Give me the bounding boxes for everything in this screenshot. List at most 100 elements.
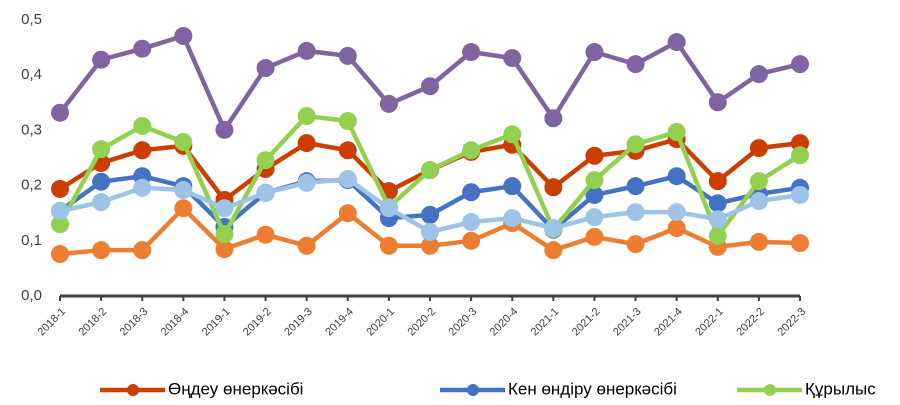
marker <box>749 232 768 251</box>
marker <box>215 199 234 218</box>
marker <box>667 203 686 222</box>
marker <box>51 103 69 122</box>
marker <box>585 43 604 62</box>
marker <box>749 192 768 211</box>
x-tick-label: 2021-3 <box>611 306 644 339</box>
marker <box>544 109 563 128</box>
marker <box>749 65 768 84</box>
marker <box>462 183 481 202</box>
marker <box>174 132 193 151</box>
marker <box>462 141 481 160</box>
marker <box>626 55 645 74</box>
marker <box>215 240 234 259</box>
marker <box>133 39 152 58</box>
marker <box>338 141 357 160</box>
marker <box>92 172 111 191</box>
marker <box>297 107 316 126</box>
marker <box>297 173 316 192</box>
series <box>51 169 809 241</box>
marker <box>174 199 193 218</box>
marker <box>503 49 522 68</box>
marker <box>667 167 686 186</box>
marker <box>379 236 398 255</box>
marker <box>421 205 439 224</box>
marker <box>297 134 316 153</box>
marker <box>791 146 809 165</box>
marker <box>791 185 809 204</box>
x-tick-label: 2021-1 <box>529 306 562 339</box>
marker <box>133 141 152 160</box>
marker <box>297 41 316 60</box>
marker <box>585 208 604 227</box>
marker <box>338 46 357 65</box>
marker <box>51 245 69 264</box>
marker <box>544 178 563 197</box>
marker <box>585 227 604 246</box>
y-tick-label: 0,4 <box>21 66 42 83</box>
marker <box>708 194 727 213</box>
marker <box>421 236 439 255</box>
x-tick-label: 2019-1 <box>200 306 233 339</box>
marker <box>338 169 357 188</box>
marker <box>133 241 152 260</box>
marker <box>749 139 768 158</box>
y-tick-label: 0,2 <box>21 177 42 194</box>
x-tick-label: 2020-1 <box>364 306 397 339</box>
x-tick-label: 2020-2 <box>405 306 438 339</box>
marker <box>667 123 686 142</box>
marker <box>791 55 809 74</box>
marker <box>92 241 111 260</box>
marker <box>92 50 111 69</box>
x-tick-label: 2022-2 <box>734 306 767 339</box>
marker <box>708 93 727 112</box>
marker <box>503 209 522 228</box>
x-tick-label: 2021-4 <box>652 306 685 339</box>
marker <box>92 140 111 159</box>
x-tick-label: 2020-3 <box>447 306 480 339</box>
marker <box>297 236 316 255</box>
marker <box>708 172 727 191</box>
marker <box>585 171 604 190</box>
marker <box>544 241 563 260</box>
series <box>51 199 809 264</box>
x-tick-label: 2022-3 <box>775 306 808 339</box>
x-tick-label: 2018-1 <box>35 306 68 339</box>
marker <box>626 135 645 154</box>
marker <box>544 219 563 238</box>
marker <box>256 59 275 78</box>
marker <box>503 125 522 144</box>
marker <box>379 94 398 113</box>
x-tick-label: 2021-2 <box>570 306 603 339</box>
marker <box>667 33 686 52</box>
marker <box>51 179 69 198</box>
y-tick-label: 0,1 <box>21 232 42 249</box>
marker <box>585 185 604 204</box>
legend-marker <box>127 384 139 396</box>
x-tick-label: 2018-4 <box>159 306 192 339</box>
marker <box>462 43 481 62</box>
y-tick-label: 0,0 <box>21 287 42 304</box>
x-tick-label: 2019-4 <box>323 306 356 339</box>
legend-marker <box>764 384 776 396</box>
x-tick-label: 2019-3 <box>282 306 315 339</box>
marker <box>256 225 275 244</box>
marker <box>791 234 809 253</box>
marker <box>462 231 481 250</box>
marker <box>708 226 727 245</box>
marker <box>626 235 645 254</box>
y-tick-label: 0,5 <box>21 11 42 28</box>
marker <box>503 177 522 196</box>
marker <box>92 193 111 212</box>
marker <box>421 222 439 241</box>
y-tick-label: 0,3 <box>21 121 42 138</box>
marker <box>338 204 357 223</box>
x-tick-label: 2020-4 <box>488 306 521 339</box>
x-tick-label: 2022-1 <box>693 306 726 339</box>
marker <box>338 112 357 131</box>
legend-label: Құрылыс <box>805 379 876 398</box>
marker <box>585 146 604 165</box>
x-tick-label: 2019-2 <box>241 306 274 339</box>
marker <box>256 183 275 202</box>
marker <box>462 213 481 232</box>
